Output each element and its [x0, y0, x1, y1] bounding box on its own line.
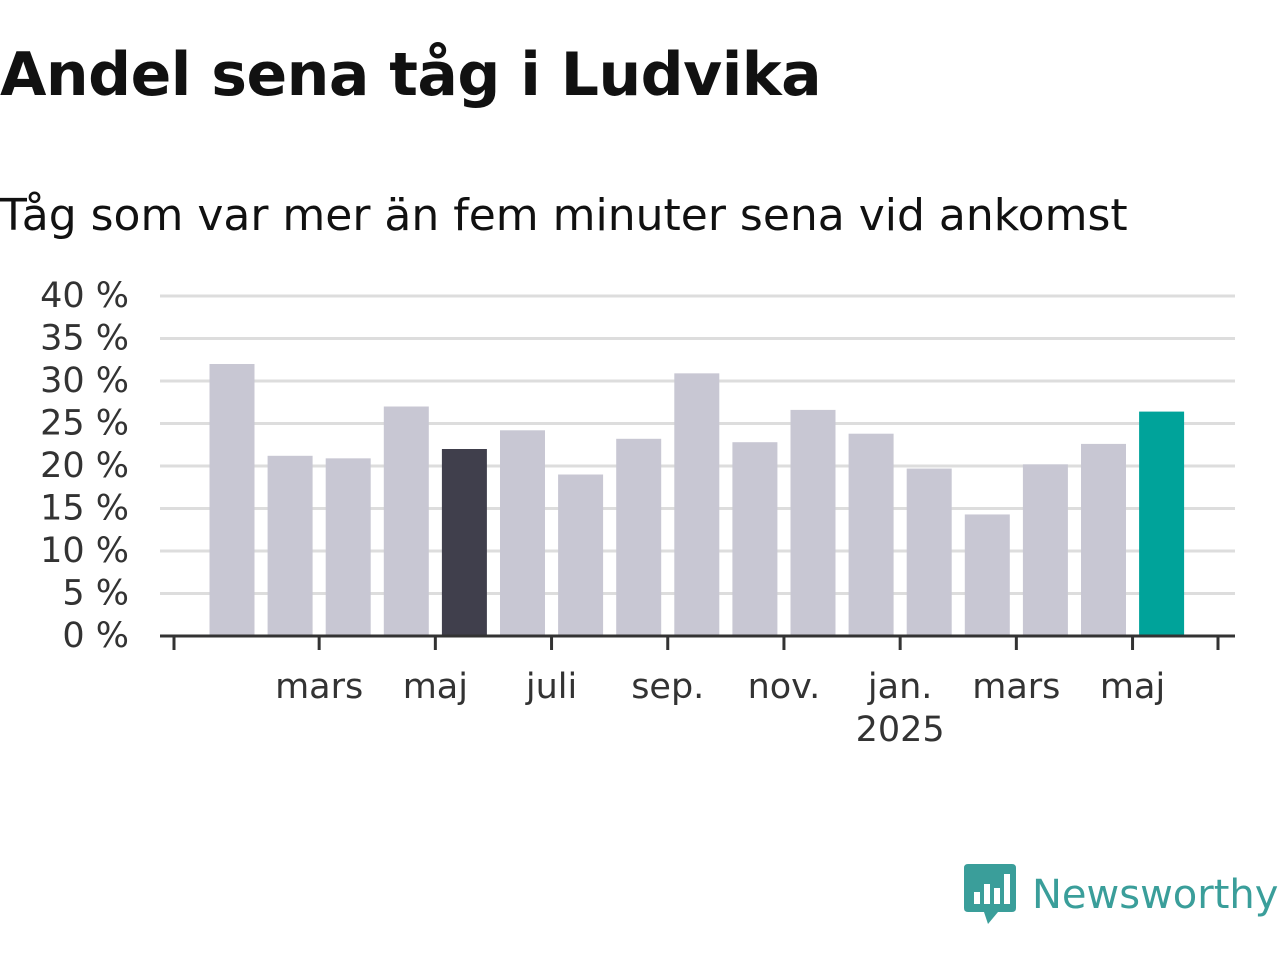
y-tick-label: 25 % [40, 404, 129, 444]
x-tick-label: maj [1100, 667, 1165, 707]
bar [906, 468, 952, 636]
y-tick-label: 10 % [40, 531, 129, 571]
newsworthy-logo-icon [964, 864, 1016, 924]
x-tick-label: sep. [631, 667, 704, 707]
bar [209, 364, 255, 636]
bar [732, 442, 778, 636]
y-tick-label: 15 % [40, 489, 129, 529]
bar-chart: 0 %5 %10 %15 %20 %25 %30 %35 %40 % mars m… [40, 276, 1235, 750]
chart-subtitle: Tåg som var mer än fem minuter sena vid … [0, 190, 1128, 241]
bar [325, 458, 371, 636]
newsworthy-logo: Newsworthy [964, 864, 1278, 926]
x-axis [160, 634, 1235, 650]
brand-name: Newsworthy [1032, 872, 1279, 918]
x-tick-label: mars [275, 667, 363, 707]
bar [1081, 443, 1126, 636]
y-tick-label: 30 % [40, 361, 129, 401]
y-tick-label: 35 % [40, 319, 129, 359]
bar [441, 449, 487, 636]
bar [616, 438, 662, 636]
bar [848, 433, 894, 636]
x-tick-label: juli [525, 667, 577, 707]
y-axis-tick-labels: 0 %5 %10 %15 %20 %25 %30 %35 %40 % [40, 276, 129, 656]
chart-title: Andel sena tåg i Ludvika [0, 40, 822, 110]
y-tick-label: 40 % [40, 276, 129, 316]
bar [1139, 411, 1185, 636]
y-tick-label: 20 % [40, 446, 129, 486]
x-tick-label: nov. [748, 667, 821, 707]
bars [209, 364, 1185, 636]
bar [383, 406, 429, 636]
bar [964, 514, 1010, 636]
x-tick-label: maj [403, 667, 468, 707]
bar [500, 430, 545, 636]
bar [1022, 464, 1068, 636]
bar [558, 474, 604, 636]
bar [790, 409, 836, 636]
x-tick-label: jan. [867, 667, 932, 707]
x-tick-year-label: 2025 [856, 710, 945, 750]
x-tick-label: mars [972, 667, 1060, 707]
y-tick-label: 0 % [62, 616, 129, 656]
bar [674, 373, 720, 636]
bar [267, 455, 313, 636]
y-tick-label: 5 % [62, 574, 129, 614]
